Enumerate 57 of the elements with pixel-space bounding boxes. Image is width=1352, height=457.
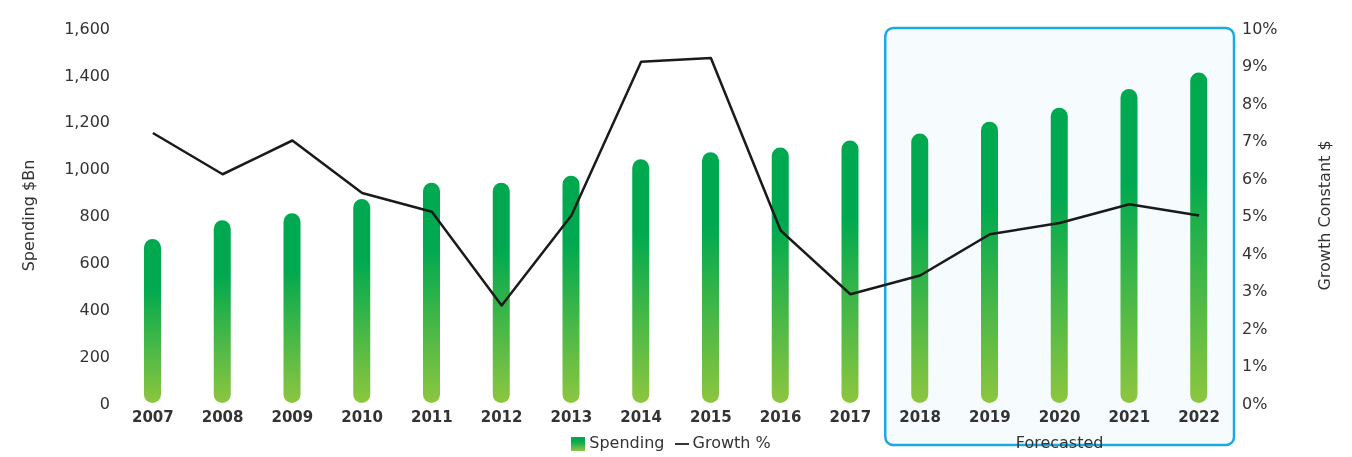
x-tick-label: 2011 (411, 407, 453, 426)
x-tick-label: 2017 (829, 407, 872, 426)
bar (702, 152, 719, 403)
bar (283, 213, 301, 403)
y2-tick-label: 3% (1242, 281, 1268, 301)
bar (562, 175, 580, 403)
x-tick-label: 2018 (899, 407, 941, 426)
y-tick-label: 0 (99, 393, 110, 413)
y-tick-label: 1,400 (64, 65, 110, 85)
x-tick-label: 2021 (1108, 407, 1151, 426)
bar (841, 140, 859, 403)
y-tick-label: 800 (79, 206, 110, 226)
legend-label: Growth % (692, 433, 771, 452)
y2-tick-label: 1% (1242, 356, 1268, 376)
bar (981, 121, 998, 403)
bar (423, 182, 440, 403)
y2-tick-label: 2% (1242, 318, 1268, 338)
x-tick-label: 2022 (1178, 407, 1220, 426)
y-tick-label: 1,600 (64, 18, 110, 38)
y-tick-label: 400 (79, 299, 110, 319)
x-tick-label: 2019 (969, 407, 1011, 426)
y-tick-label: 600 (79, 253, 110, 273)
x-tick-label: 2016 (759, 407, 802, 426)
line-series (151, 56, 1201, 307)
bar (1120, 88, 1138, 403)
y2-tick-label: 9% (1242, 56, 1268, 76)
x-tick-label: 2008 (201, 407, 244, 426)
x-tick-label: 2020 (1038, 407, 1081, 426)
y2-tick-label: 7% (1242, 131, 1268, 151)
x-tick-label: 2014 (620, 407, 662, 426)
y2-axis-title: Growth Constant $ (1314, 140, 1334, 291)
bar (771, 147, 789, 403)
x-tick-label: 2012 (480, 407, 523, 426)
x-tick-label: 2015 (690, 407, 732, 426)
y2-tick-label: 5% (1242, 206, 1268, 226)
y2-tick-label: 8% (1242, 93, 1268, 113)
bar (632, 159, 650, 403)
x-tick-label: 2009 (271, 407, 314, 426)
y-tick-label: 1,200 (64, 112, 110, 132)
bar (353, 199, 371, 403)
y-tick-label: 200 (79, 346, 110, 366)
bar (213, 220, 231, 403)
y-tick-label: 1,000 (64, 159, 110, 179)
bar (492, 182, 510, 403)
y2-tick-label: 6% (1242, 168, 1268, 188)
legend-label: Spending (589, 433, 665, 452)
bar (1190, 72, 1208, 403)
x-tick-label: 2010 (341, 407, 383, 426)
bar (1050, 107, 1068, 403)
bar (144, 238, 161, 403)
y2-tick-label: 0% (1242, 393, 1268, 413)
y2-tick-label: 10% (1242, 18, 1278, 38)
y-axis-title: Spending $Bn (18, 159, 38, 272)
x-tick-label: 2007 (132, 407, 174, 426)
bar (911, 133, 929, 403)
y2-tick-label: 4% (1242, 243, 1268, 263)
x-tick-label: 2013 (550, 407, 593, 426)
